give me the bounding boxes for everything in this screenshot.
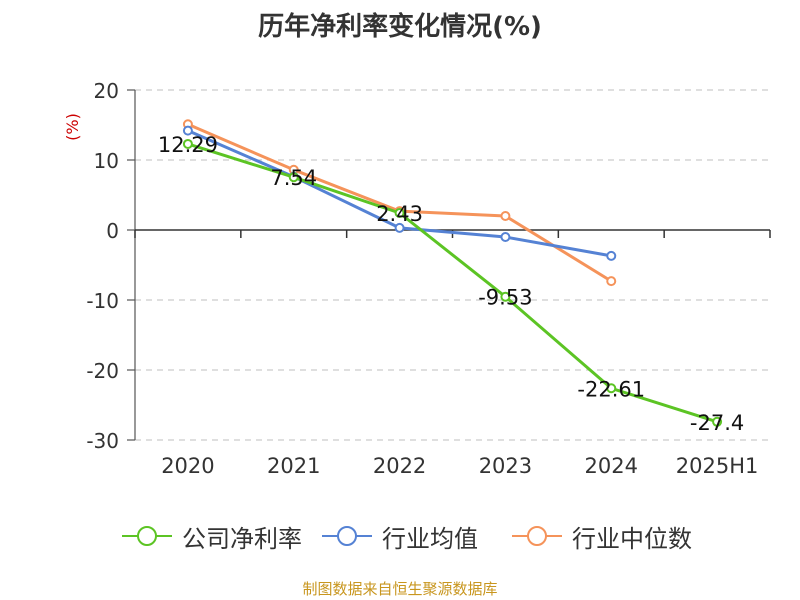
y-tick-label: 10 xyxy=(94,149,119,173)
data-label: 12.29 xyxy=(158,133,218,157)
legend-marker-icon xyxy=(512,526,562,546)
y-tick-label: -30 xyxy=(86,429,119,453)
series xyxy=(182,119,723,427)
legend-label: 行业中位数 xyxy=(572,524,692,553)
x-tick-label: 2025H1 xyxy=(676,454,759,478)
y-tick-label: 0 xyxy=(106,219,119,243)
data-point xyxy=(500,291,511,302)
data-label: -9.53 xyxy=(478,286,532,310)
legend-item[interactable]: 公司净利率 xyxy=(122,519,302,553)
legend-label: 行业均值 xyxy=(382,524,478,553)
data-label: -27.4 xyxy=(690,411,744,435)
y-tick-label: -10 xyxy=(86,289,119,313)
chart-title: 历年净利率变化情况(%) xyxy=(258,12,542,42)
x-tick-label: 2022 xyxy=(373,454,426,478)
data-point xyxy=(606,250,617,261)
y-tick-label: -20 xyxy=(86,359,119,383)
data-label: 2.43 xyxy=(376,202,423,226)
data-point xyxy=(288,172,299,183)
x-tick-label: 2021 xyxy=(267,454,320,478)
gridlines xyxy=(135,89,770,441)
x-tick-label: 2024 xyxy=(585,454,638,478)
data-point xyxy=(500,211,511,221)
data-label: 7.54 xyxy=(270,166,317,190)
source-note: 制图数据来自恒生聚源数据库 xyxy=(302,580,498,598)
y-axis-label: (%) xyxy=(63,113,82,141)
data-point xyxy=(606,383,617,394)
x-tick-label: 2023 xyxy=(479,454,532,478)
data-point xyxy=(606,276,617,287)
legend-marker-icon xyxy=(122,526,172,546)
legend-marker-icon xyxy=(322,526,372,546)
y-tick-label: 20 xyxy=(94,79,119,103)
data-point xyxy=(500,232,511,242)
legend: 公司净利率 行业均值 行业中位数 xyxy=(0,519,800,553)
legend-item[interactable]: 行业中位数 xyxy=(512,519,692,553)
legend-item[interactable]: 行业均值 xyxy=(322,519,478,553)
data-point xyxy=(394,207,405,218)
data-label: -22.61 xyxy=(577,377,645,401)
series-line-0 xyxy=(187,142,718,424)
legend-label: 公司净利率 xyxy=(182,524,302,553)
data-point xyxy=(182,125,193,136)
data-point xyxy=(394,222,405,233)
x-tick-label: 2020 xyxy=(161,454,214,478)
series-line-1 xyxy=(187,129,612,258)
data-point xyxy=(182,138,193,149)
data-point xyxy=(712,416,723,427)
data-labels: 12.29 7.54 2.43 -9.53 -22.61 -27.4 xyxy=(158,133,744,435)
axes: 20 10 0 -10 -20 -30 2020 2021 2022 2023 2024 2025H1 xyxy=(86,79,771,478)
